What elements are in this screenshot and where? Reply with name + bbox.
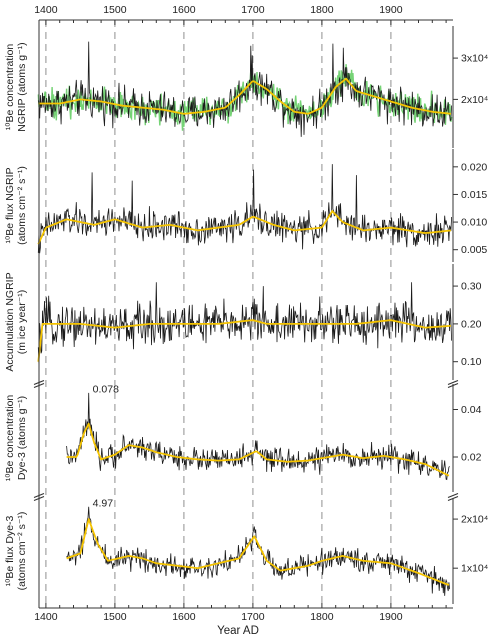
x-tick-label-bottom-1700: 1700 [241,611,265,623]
axis-break-left-a-0 [33,379,45,386]
y-tick-label-accumulation-ngrip-0: 0.10 [461,356,482,368]
y-tick-label-be10-flux-ngrip-1: 0.010 [461,217,487,229]
y-tick-label-be10-conc-dye3-0: 0.02 [461,452,482,464]
y-axis-title-be10-conc-ngrip-0: ¹⁰Be concentration [4,44,16,131]
series-smoothed-accumulation-ngrip [37,319,451,362]
x-tick-label-top-1400: 1400 [34,4,58,16]
panel-be10-flux-dye3: 4.97 [66,497,450,596]
x-tick-label-bottom-1800: 1800 [310,611,334,623]
axes: 1400 1500 1600 1700 1800 1900 1400 1500 1600 1700… [33,4,459,623]
y-tick-label-be10-flux-ngrip-2: 0.015 [461,189,487,201]
axis-break-left-b-0 [33,382,45,389]
annotation-be10-conc-dye3: 0.078 [93,383,119,395]
y-axis-title-be10-conc-ngrip-1: NGRIP (atoms g⁻¹) [16,42,28,131]
series-layer: 0.078 4.97 [37,41,453,596]
x-axis-label: Year AD [217,625,259,637]
x-tick-label-top-1500: 1500 [103,4,127,16]
annotation-be10-flux-dye3: 4.97 [93,497,114,509]
axis-break-0 [33,379,459,389]
y-tick-label-be10-conc-ngrip-0: 2x10⁴ [461,94,488,106]
y-tick-label-accumulation-ngrip-1: 0.20 [461,318,482,330]
axis-break-left-a-1 [33,492,45,499]
axis-break-right-b-1 [447,495,459,502]
y-axis-title-accumulation-ngrip-1: (m ice year⁻¹) [16,290,28,354]
y-tick-label-be10-flux-dye3-0: 1x10⁴ [461,563,488,575]
panel-accumulation-ngrip [37,282,452,367]
series-raw-accumulation-ngrip [37,282,452,367]
series-raw-be10-flux-dye3 [66,506,450,596]
series-raw-be10-flux-ngrip [37,164,452,254]
y-axis-title-be10-flux-ngrip-1: (atoms cm⁻² s⁻¹) [16,166,28,245]
x-tick-label-top-1800: 1800 [310,4,334,16]
x-tick-label-bottom-1600: 1600 [172,611,196,623]
y-tick-label-be10-conc-dye3-1: 0.04 [461,404,482,416]
series-raw-be10-conc-dye3 [66,392,450,481]
x-tick-label-bottom-1900: 1900 [379,611,403,623]
x-tick-label-top-1900: 1900 [379,4,403,16]
series-smoothed-be10-conc-ngrip [38,77,452,115]
y-axis-title-be10-flux-ngrip-0: ¹⁰Be flux NGRIP [4,168,16,244]
series-smoothed-be10-flux-dye3 [66,518,450,586]
x-tick-label-bottom-1500: 1500 [103,611,127,623]
y-tick-label-be10-conc-ngrip-1: 3x10⁴ [461,53,488,65]
axis-break-right-a-1 [447,492,459,499]
panel-be10-conc-dye3: 0.078 [66,383,450,481]
axis-break-right-b-0 [447,382,459,389]
y-axis-title-be10-conc-dye3-0: ¹⁰Be concentration [4,395,16,482]
y-axis-title-be10-flux-dye3-1: (atoms cm⁻² s⁻¹) [16,512,28,591]
y-tick-label-be10-flux-ngrip-3: 0.020 [461,161,487,173]
y-axis-title-accumulation-ngrip-0: Accumulation NGRIP [4,272,16,371]
series-smoothed-be10-flux-ngrip [37,210,452,245]
x-tick-label-bottom-1400: 1400 [34,611,58,623]
y-axis-title-be10-conc-dye3-1: Dye-3 (atoms g⁻¹) [16,396,28,480]
y-tick-label-accumulation-ngrip-2: 0.30 [461,281,482,293]
panel-be10-conc-ngrip [37,41,453,137]
x-tick-label-top-1600: 1600 [172,4,196,16]
x-tick-label-top-1700: 1700 [241,4,265,16]
y-tick-label-be10-flux-dye3-1: 2x10⁴ [461,514,488,526]
panel-be10-flux-ngrip [37,164,452,254]
y-axis-title-be10-flux-dye3-0: ¹⁰Be flux Dye-3 [4,515,16,586]
y-tick-label-be10-flux-ngrip-0: 0.005 [461,244,487,256]
series-smoothed-be10-conc-dye3 [66,422,450,477]
axis-break-1 [33,492,459,502]
axis-break-right-a-0 [447,379,459,386]
axis-break-left-b-1 [33,495,45,502]
